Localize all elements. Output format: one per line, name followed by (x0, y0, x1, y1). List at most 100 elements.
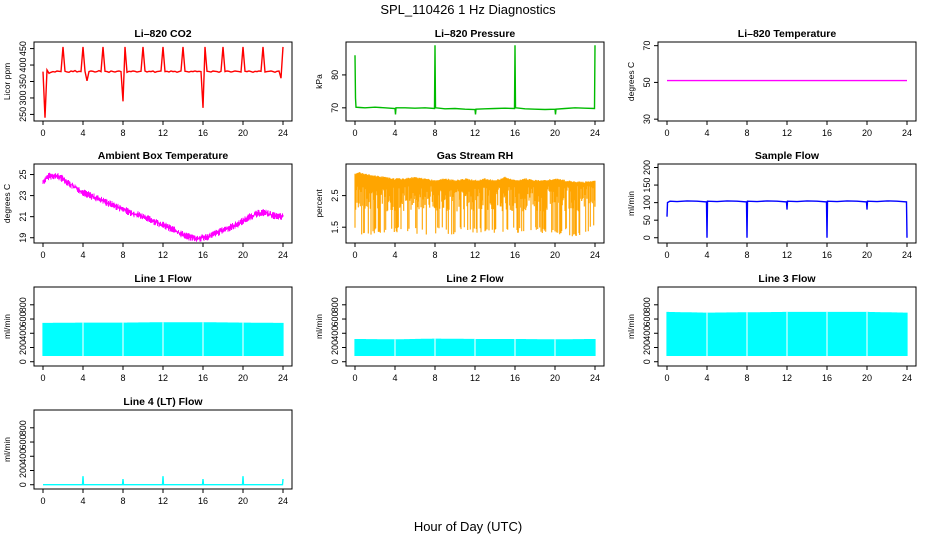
panel-7-ytick-label: 600 (330, 312, 340, 327)
panel-9-ytick-label: 400 (18, 449, 28, 464)
panel-0-ytick-label: 350 (18, 74, 28, 89)
panel-0-series (42, 46, 284, 118)
panel-8-xtick-label: 20 (862, 373, 872, 383)
panel-3-frame (33, 163, 293, 244)
panel-8-xtick-label: 4 (704, 373, 709, 383)
panel-7-xtick-label: 4 (392, 373, 397, 383)
panel-4-xtick-label: 24 (590, 250, 600, 260)
panel-7-ylabel: ml/min (314, 314, 324, 339)
panel-3-ylabel: degrees C (2, 184, 12, 223)
panel-3-xtick-label: 0 (40, 250, 45, 260)
panel-6-ytick-label: 200 (18, 340, 28, 355)
panel-8-ytick-label: 400 (642, 326, 652, 341)
panel-6-xtick-label: 16 (198, 373, 208, 383)
panel-0-title: Li–820 CO2 (134, 28, 191, 40)
panel-4-xtick-label: 16 (510, 250, 520, 260)
panel-2-ytick-label: 70 (642, 41, 652, 51)
panel-5-xtick-label: 12 (782, 250, 792, 260)
panel-3-xtick-label: 4 (80, 250, 85, 260)
panel-3-ytick-label: 23 (18, 191, 28, 201)
panel-4-xtick-label: 0 (352, 250, 357, 260)
panel-0-ytick-label: 450 (18, 41, 28, 56)
panel-9-ytick-label: 200 (18, 463, 28, 478)
panel-4-series (354, 172, 596, 237)
panel-2-frame (657, 41, 917, 122)
panel-1-xtick-label: 16 (510, 128, 520, 138)
panel-7-ytick-label: 200 (330, 340, 340, 355)
panel-5-ytick-label: 100 (642, 195, 652, 210)
panel-3-series (42, 172, 284, 242)
panel-1-xtick-label: 0 (352, 128, 357, 138)
panel-1-xtick-label: 24 (590, 128, 600, 138)
panel-4-ytick-label: 2.5 (330, 189, 340, 202)
panel-7-xtick-label: 16 (510, 373, 520, 383)
panel-5-ylabel: ml/min (626, 191, 636, 216)
panel-3-xtick-label: 24 (278, 250, 288, 260)
panel-6-ytick-label: 400 (18, 326, 28, 341)
panel-5-ytick-label: 50 (642, 215, 652, 225)
panel-9-xtick-label: 24 (278, 496, 288, 506)
panel-2-xtick-label: 8 (744, 128, 749, 138)
panel-2-ytick-label: 50 (642, 77, 652, 87)
panel-5-xtick-label: 0 (664, 250, 669, 260)
panel-0-ytick-label: 300 (18, 90, 28, 105)
panel-8-ytick-label: 200 (642, 340, 652, 355)
panel-4-ylabel: percent (314, 189, 324, 218)
panel-6-ytick-label: 800 (18, 297, 28, 312)
panel-0-xtick-label: 16 (198, 128, 208, 138)
panel-2-xtick-label: 24 (902, 128, 912, 138)
panel-6-xtick-label: 0 (40, 373, 45, 383)
panel-4-xtick-label: 12 (470, 250, 480, 260)
panel-7-xtick-label: 20 (550, 373, 560, 383)
panel-2-title: Li–820 Temperature (738, 28, 837, 40)
panel-1-ytick-label: 80 (330, 70, 340, 80)
panel-0-ytick-label: 250 (18, 107, 28, 122)
panel-8-ytick-label: 800 (642, 297, 652, 312)
panel-6-title: Line 1 Flow (134, 273, 192, 285)
panel-7-ytick-label: 0 (330, 359, 340, 364)
panel-5-xtick-label: 16 (822, 250, 832, 260)
panel-0-xtick-label: 8 (120, 128, 125, 138)
panel-4-ytick-label: 1.5 (330, 221, 340, 234)
panel-4-title: Gas Stream RH (437, 150, 513, 162)
panel-6-xtick-label: 24 (278, 373, 288, 383)
panel-4-xtick-label: 4 (392, 250, 397, 260)
panel-2-ytick-label: 30 (642, 114, 652, 124)
panel-3-xtick-label: 12 (158, 250, 168, 260)
panel-8-ylabel: ml/min (626, 314, 636, 339)
panel-4: Gas Stream RH percent 1.5 2.5 0 4 8 12 16 20 24 (314, 150, 605, 260)
panel-3-ytick-label: 25 (18, 170, 28, 180)
panel-5-xtick-label: 20 (862, 250, 872, 260)
panel-1-ylabel: kPa (314, 74, 324, 89)
panel-0-xtick-label: 20 (238, 128, 248, 138)
panel-4-xtick-label: 20 (550, 250, 560, 260)
panel-9-ytick-label: 800 (18, 420, 28, 435)
panel-9-title: Line 4 (LT) Flow (123, 396, 203, 408)
panel-8-xtick-label: 0 (664, 373, 669, 383)
panel-8-ytick-label: 600 (642, 312, 652, 327)
panel-8-xtick-label: 24 (902, 373, 912, 383)
panel-0-ylabel: Licor ppm (2, 63, 12, 100)
panel-3-xtick-label: 16 (198, 250, 208, 260)
panel-5-series (666, 200, 908, 238)
panel-6-ylabel: ml/min (2, 314, 12, 339)
panel-8-xtick-label: 8 (744, 373, 749, 383)
panel-2-xtick-label: 4 (704, 128, 709, 138)
panel-1-series (354, 45, 596, 115)
panel-6-xtick-label: 4 (80, 373, 85, 383)
panel-3-ytick-label: 19 (18, 233, 28, 243)
panel-9-ytick-label: 0 (18, 482, 28, 487)
panel-3-ytick-label: 21 (18, 212, 28, 222)
panel-7-xtick-label: 0 (352, 373, 357, 383)
panel-9-series (43, 476, 284, 486)
panel-6-xtick-label: 12 (158, 373, 168, 383)
panel-7-xtick-label: 24 (590, 373, 600, 383)
panel-1-xtick-label: 20 (550, 128, 560, 138)
panel-9-ytick-label: 600 (18, 435, 28, 450)
